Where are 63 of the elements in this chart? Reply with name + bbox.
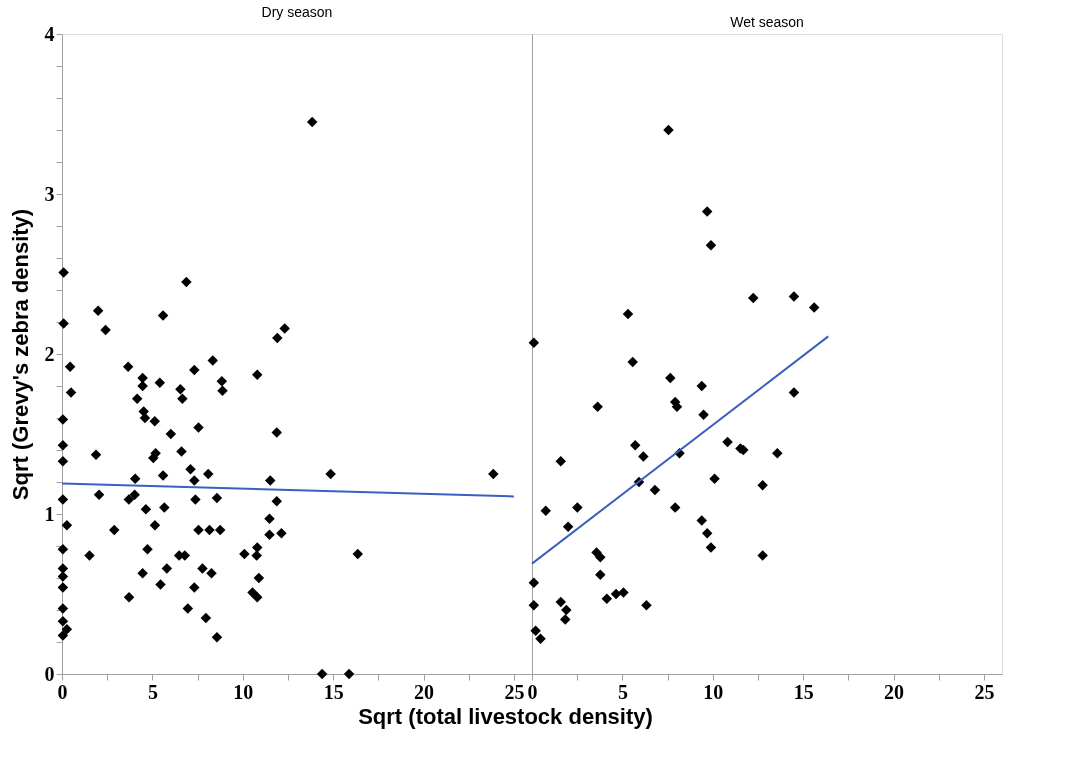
point (622, 308, 634, 320)
point (698, 409, 709, 421)
y-tick-label: 3 (44, 182, 55, 205)
point (709, 473, 720, 485)
y-tick-label: 2 (44, 342, 55, 365)
point (562, 521, 574, 533)
point (540, 505, 551, 517)
y-tick-label: 0 (44, 662, 55, 685)
y-tick-label: 4 (44, 22, 55, 45)
point (618, 587, 629, 598)
point (696, 515, 707, 526)
point (669, 502, 681, 513)
x-tick-label: 25 (504, 680, 525, 703)
chart-title: Dry season (261, 4, 333, 20)
x-tick-label: 15 (793, 680, 814, 703)
y-tick-label: 1 (44, 502, 55, 525)
x-tick-label: 5 (617, 680, 628, 703)
x-tick-label: 20 (414, 680, 435, 703)
point (629, 439, 641, 451)
point (601, 593, 613, 605)
x-tick-label: 10 (703, 680, 724, 703)
point (808, 302, 820, 313)
point (610, 588, 622, 600)
x-tick-label: 20 (884, 680, 905, 703)
point (641, 599, 652, 611)
x-tick-label: 15 (323, 680, 344, 703)
point (555, 455, 566, 467)
point (561, 604, 572, 616)
point (627, 356, 638, 368)
chart-title: Wet season (730, 14, 804, 30)
point (757, 550, 768, 561)
point (788, 387, 800, 398)
point (530, 625, 541, 637)
point (528, 577, 540, 589)
point (572, 502, 583, 513)
point (663, 124, 674, 136)
point (696, 380, 707, 392)
point (595, 569, 606, 581)
point (595, 551, 606, 563)
point (592, 401, 603, 413)
point (788, 291, 800, 302)
y-axis-title: Sqrt (Grevy's zebra density) (7, 208, 33, 501)
point (701, 206, 713, 217)
point (528, 599, 540, 611)
point (705, 239, 717, 251)
x-tick-label: 25 (974, 680, 995, 703)
point (665, 372, 676, 384)
point (555, 596, 566, 608)
point (535, 633, 546, 645)
x-tick-label: 0 (527, 680, 538, 703)
x-axis-title: Sqrt (total livestock density) (358, 703, 653, 729)
point (757, 479, 768, 491)
point (705, 542, 717, 553)
point (528, 337, 540, 349)
point (722, 436, 733, 448)
x-tick-label: 5 (147, 680, 158, 703)
point (649, 484, 661, 496)
x-tick-label: 10 (233, 680, 254, 703)
point (638, 451, 649, 462)
point (560, 614, 571, 625)
point (772, 447, 783, 459)
point (748, 292, 759, 304)
point (701, 527, 713, 539)
